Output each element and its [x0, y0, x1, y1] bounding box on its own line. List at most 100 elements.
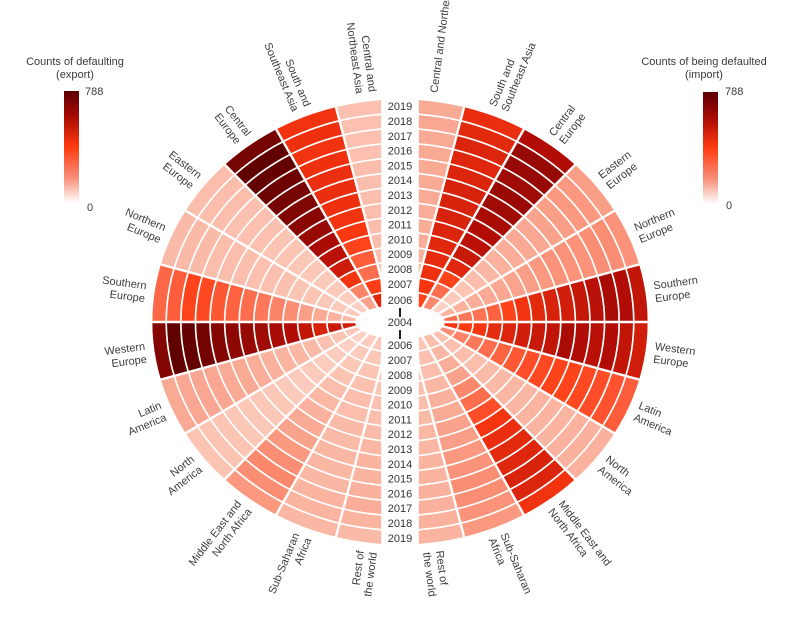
region-label-line: Europe — [652, 354, 689, 371]
sector-divider — [410, 337, 466, 538]
region-label-line: Rest of — [433, 550, 450, 587]
year-labels: 2007 2007 2008 2008 2009 2009 2010 2010 2011 2011… — [388, 101, 412, 545]
region-label--1-10: Sub-SaharanAfrica — [266, 530, 314, 600]
legend-import-colorbar — [703, 92, 718, 204]
region-label--1-9: Middle East andNorth Africa — [187, 498, 255, 577]
year-label-bottom-2010: 2010 — [388, 400, 412, 412]
region-label--1-7: LatinAmerica — [121, 400, 169, 439]
year-label-top-2012: 2012 — [388, 205, 412, 217]
sector-divider — [274, 128, 380, 309]
region-label-1-1: South andSoutheast Asia — [487, 35, 539, 113]
sector-divider — [442, 263, 641, 320]
sector-divider — [274, 335, 380, 516]
year-label-center-top: 2006 — [388, 295, 412, 307]
region-label--1-0: Central andNortheast Asia — [344, 20, 378, 95]
legend-export: Counts of defaulting (export) — [0, 56, 150, 82]
region-label-1-3: EasternEurope — [596, 149, 641, 192]
region-label-1-5: SouthernEurope — [653, 275, 701, 306]
year-label-top-2016: 2016 — [388, 146, 412, 158]
region-label--1-6: WesternEurope — [104, 341, 148, 371]
sector-divider — [159, 324, 358, 381]
year-label-top-2017: 2017 — [388, 131, 412, 143]
legend-import-title: Counts of being defaulted — [641, 56, 767, 68]
heatmap-cell-right-11-2019 — [417, 522, 466, 546]
region-label-line: Western — [104, 341, 146, 358]
year-label-center-middle: 2004 — [388, 317, 412, 329]
year-label-bottom-2017: 2017 — [388, 503, 412, 515]
region-label--1-4: NorthernEurope — [118, 206, 167, 245]
region-label--1-1: South andSoutheast Asia — [261, 36, 313, 114]
region-label-1-9: Middle East andNorth Africa — [545, 498, 613, 576]
region-label-line: the world — [420, 552, 438, 598]
sector-divider — [430, 332, 577, 481]
year-label-center-bottom: 2006 — [388, 340, 412, 352]
region-label-line: Southern — [101, 275, 147, 293]
year-label-bottom-2008: 2008 — [388, 370, 412, 382]
year-label-top-2011: 2011 — [388, 220, 412, 232]
region-label-1-7: LatinAmerica — [632, 400, 680, 439]
heatmap-cells — [150, 98, 650, 546]
region-label--1-5: SouthernEurope — [100, 275, 148, 306]
sector-divider — [223, 332, 370, 481]
year-label-top-2009: 2009 — [388, 249, 412, 261]
sector-divider — [430, 163, 577, 312]
legend-export-max: 788 — [85, 86, 104, 98]
sector-divider — [420, 335, 526, 516]
sector-divider — [184, 328, 363, 435]
sector-divider — [334, 337, 390, 538]
legend-import-max: 788 — [725, 86, 744, 98]
year-label-bottom-2019: 2019 — [388, 533, 412, 545]
region-label--1-8: NorthAmerica — [158, 453, 206, 498]
legend-export-min: 0 — [87, 202, 94, 214]
year-label-top-2007: 2007 — [388, 279, 412, 291]
sector-divider — [410, 106, 466, 307]
heatmap-cell-left-11-2019 — [334, 522, 383, 546]
region-label-1-6: WesternEurope — [652, 341, 696, 371]
region-label-line: Central and Northeast Asia — [429, 0, 458, 94]
year-label-bottom-2013: 2013 — [388, 444, 412, 456]
region-label--1-11: Rest ofthe world — [349, 549, 380, 597]
region-label-1-8: NorthAmerica — [595, 454, 643, 499]
sector-divider — [184, 209, 363, 316]
year-label-bottom-2007: 2007 — [388, 355, 412, 367]
region-label-1-11: Rest ofthe world — [420, 550, 451, 598]
sector-divider — [442, 324, 641, 381]
legend-export-subtitle: (export) — [56, 69, 94, 81]
year-label-bottom-2014: 2014 — [388, 459, 412, 471]
region-label-1-10: Sub-SaharanAfrica — [486, 531, 534, 600]
year-label-bottom-2015: 2015 — [388, 474, 412, 486]
year-label-top-2018: 2018 — [388, 116, 412, 128]
legend-export-colorbar — [64, 91, 79, 203]
region-label-1-4: NorthernEurope — [632, 206, 681, 245]
region-label-1-2: CentralEurope — [547, 103, 588, 146]
year-label-bottom-2016: 2016 — [388, 488, 412, 500]
sector-divider — [420, 128, 526, 309]
region-label-line: Southern — [653, 275, 699, 293]
year-label-top-2013: 2013 — [388, 190, 412, 202]
region-label-line: Rest of — [351, 549, 368, 586]
legend-import: Counts of being defaulted (import) — [620, 56, 788, 82]
region-label--1-2: CentralEurope — [212, 103, 253, 146]
sector-divider — [223, 163, 370, 312]
region-label-line: Europe — [109, 289, 146, 306]
year-label-top-2010: 2010 — [388, 234, 412, 246]
sector-divider — [437, 209, 616, 316]
sector-divider — [437, 328, 616, 435]
year-label-top-2014: 2014 — [388, 175, 412, 187]
year-label-top-2008: 2008 — [388, 264, 412, 276]
year-label-bottom-2018: 2018 — [388, 518, 412, 530]
year-label-bottom-2011: 2011 — [388, 414, 412, 426]
year-label-bottom-2012: 2012 — [388, 429, 412, 441]
year-label-bottom-2009: 2009 — [388, 385, 412, 397]
sector-divider — [159, 263, 358, 320]
year-label-top-2015: 2015 — [388, 160, 412, 172]
legend-import-subtitle: (import) — [685, 69, 723, 81]
region-label-line: Western — [654, 341, 696, 358]
legend-export-title: Counts of defaulting — [26, 56, 124, 68]
year-label-top-2019: 2019 — [388, 101, 412, 113]
sector-divider — [334, 106, 390, 307]
region-label-line: Europe — [111, 354, 148, 371]
region-label-1-0: Central and Northeast Asia — [429, 0, 458, 94]
legend-import-min: 0 — [726, 200, 733, 212]
